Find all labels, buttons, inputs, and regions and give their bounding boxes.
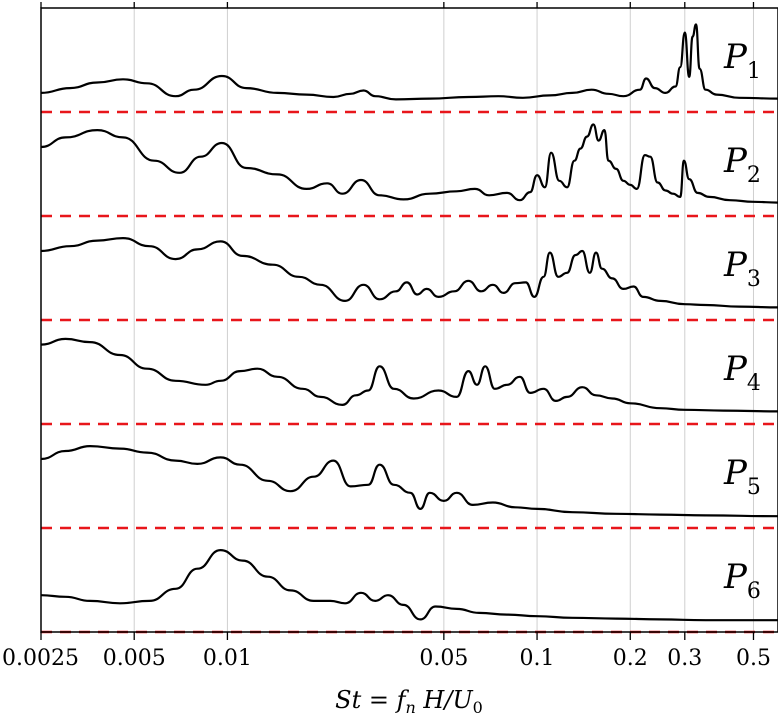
series-curve-p5 bbox=[40, 445, 778, 518]
x-tick-label-2: 0.01 bbox=[203, 646, 252, 671]
panel-label-p2: P2 bbox=[723, 141, 761, 188]
x-tick-label-5: 0.2 bbox=[613, 646, 648, 671]
x-tick-label-4: 0.1 bbox=[520, 646, 555, 671]
x-tick-label-3: 0.05 bbox=[419, 646, 468, 671]
panel-label-p5: P5 bbox=[723, 453, 761, 500]
spectra-curves bbox=[40, 23, 778, 622]
series-curve-p4 bbox=[40, 337, 778, 413]
series-curve-p6 bbox=[40, 549, 778, 622]
panel-label-p6: P6 bbox=[723, 557, 761, 604]
series-curve-p3 bbox=[40, 237, 778, 309]
x-tick-label-1: 0.005 bbox=[103, 646, 166, 671]
x-ticks: 0.0025 0.005 0.01 0.05 0.1 0.2 0.3 0.5 bbox=[2, 2, 771, 671]
series-curve-p1 bbox=[40, 23, 778, 101]
x-axis-title: St = fn H/U0 bbox=[335, 686, 483, 716]
panel-label-p4: P4 bbox=[723, 349, 761, 396]
x-tick-label-6: 0.3 bbox=[667, 646, 702, 671]
panel-labels: P1 P2 P3 P4 P5 P6 bbox=[723, 37, 761, 604]
x-tick-label-7: 0.5 bbox=[736, 646, 771, 671]
panel-label-p3: P3 bbox=[723, 245, 761, 292]
series-curve-p2 bbox=[40, 123, 778, 204]
plot-frame bbox=[40, 7, 778, 633]
x-tick-label-0: 0.0025 bbox=[2, 646, 79, 671]
panel-label-p1: P1 bbox=[723, 37, 761, 84]
